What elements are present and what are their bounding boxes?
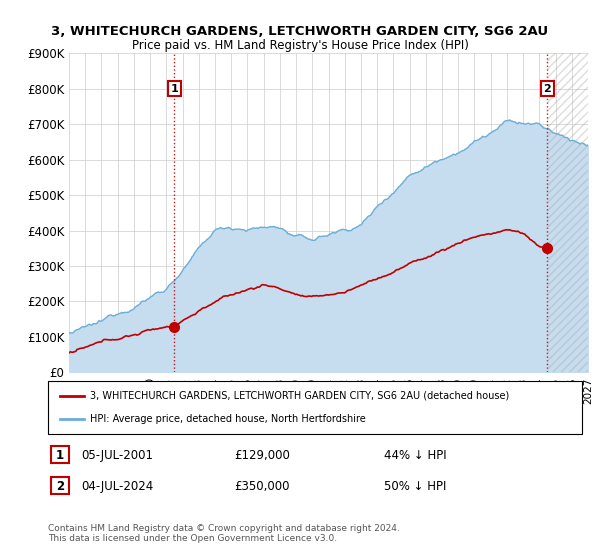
Text: Price paid vs. HM Land Registry's House Price Index (HPI): Price paid vs. HM Land Registry's House …	[131, 39, 469, 52]
Text: 2: 2	[544, 83, 551, 94]
Text: Contains HM Land Registry data © Crown copyright and database right 2024.
This d: Contains HM Land Registry data © Crown c…	[48, 524, 400, 543]
Text: 44% ↓ HPI: 44% ↓ HPI	[384, 449, 446, 462]
Text: 50% ↓ HPI: 50% ↓ HPI	[384, 479, 446, 493]
Text: £129,000: £129,000	[234, 449, 290, 462]
Text: 2: 2	[56, 479, 64, 493]
Text: 3, WHITECHURCH GARDENS, LETCHWORTH GARDEN CITY, SG6 2AU: 3, WHITECHURCH GARDENS, LETCHWORTH GARDE…	[52, 25, 548, 38]
Text: 3, WHITECHURCH GARDENS, LETCHWORTH GARDEN CITY, SG6 2AU (detached house): 3, WHITECHURCH GARDENS, LETCHWORTH GARDE…	[90, 391, 509, 401]
Text: 1: 1	[170, 83, 178, 94]
Text: 1: 1	[56, 449, 64, 462]
Text: 05-JUL-2001: 05-JUL-2001	[81, 449, 153, 462]
Text: 04-JUL-2024: 04-JUL-2024	[81, 479, 153, 493]
Text: £350,000: £350,000	[234, 479, 290, 493]
Text: HPI: Average price, detached house, North Hertfordshire: HPI: Average price, detached house, Nort…	[90, 414, 366, 424]
